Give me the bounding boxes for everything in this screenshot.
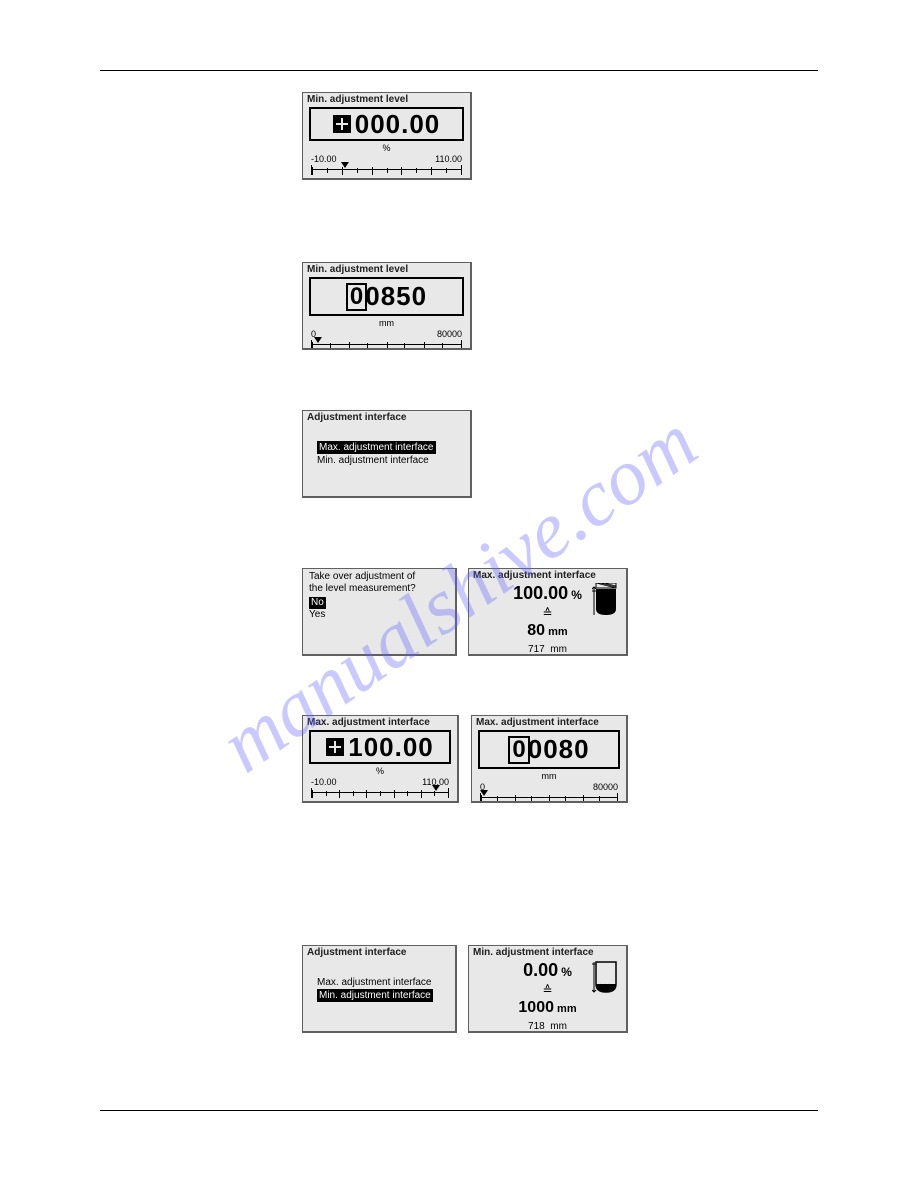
value-box: 100.00 bbox=[309, 730, 451, 764]
scale: -10.00 110.00 bbox=[311, 154, 462, 175]
mm-unit: mm bbox=[557, 1003, 577, 1015]
scale: 0 80000 bbox=[311, 329, 462, 350]
value-box: 000.00 bbox=[309, 107, 464, 141]
menu-option-min[interactable]: Min. adjustment interface bbox=[317, 989, 433, 1002]
scale-marker bbox=[432, 785, 440, 791]
scale-max: 80000 bbox=[437, 329, 462, 339]
screen-takeover-dialog: Take over adjustment of the level measur… bbox=[302, 568, 457, 656]
screen-title: Adjustment interface bbox=[303, 946, 455, 958]
dialog-line2: the level measurement? bbox=[309, 583, 449, 595]
screen-max-adj-interface-mm: Max. adjustment interface 00080 mm 0 800… bbox=[471, 715, 628, 803]
footer-unit: mm bbox=[550, 1021, 567, 1032]
value-text: 000.00 bbox=[355, 109, 441, 139]
scale-min: -10.00 bbox=[311, 154, 337, 164]
screen-title: Min. adjustment interface bbox=[469, 946, 626, 958]
scale-min: -10.00 bbox=[311, 777, 337, 787]
plus-icon bbox=[333, 115, 351, 133]
scale-marker bbox=[314, 337, 322, 343]
screen-max-adj-interface-pct: Max. adjustment interface 100.00 % -10.0… bbox=[302, 715, 459, 803]
screen-min-adj-level-mm: Min. adjustment level 00850 mm 0 80000 bbox=[302, 262, 472, 350]
scale: -10.00 110.00 bbox=[311, 777, 449, 798]
pct-unit: % bbox=[561, 965, 572, 979]
dialog-line1: Take over adjustment of bbox=[309, 571, 449, 583]
screen-title: Min. adjustment level bbox=[303, 263, 470, 275]
rest-digits: 0850 bbox=[365, 281, 427, 311]
mm-value: 80 bbox=[527, 622, 545, 639]
pct-value: 100.00 bbox=[513, 583, 568, 603]
option-yes[interactable]: Yes bbox=[309, 609, 325, 620]
footer-value: 717 bbox=[528, 644, 545, 655]
unit-label: % bbox=[303, 766, 457, 776]
screen-title: Max. adjustment interface bbox=[472, 716, 626, 728]
bottom-rule bbox=[100, 1110, 818, 1111]
screen-title: Adjustment interface bbox=[303, 411, 470, 423]
mm-unit: mm bbox=[548, 626, 568, 638]
equiv-icon: ≙ bbox=[543, 983, 553, 997]
unit-label: % bbox=[303, 143, 470, 153]
screen-adj-interface-menu-min: Adjustment interface Max. adjustment int… bbox=[302, 945, 457, 1033]
plus-icon bbox=[326, 738, 344, 756]
screen-min-adj-interface-summary: Min. adjustment interface 0.00 % ≙ 1000 … bbox=[468, 945, 628, 1033]
scale-marker bbox=[480, 790, 488, 796]
pct-value: 0.00 bbox=[523, 960, 558, 980]
unit-label: mm bbox=[472, 771, 626, 781]
top-rule bbox=[100, 70, 818, 71]
screen-title: Min. adjustment level bbox=[303, 93, 470, 105]
screen-title: Max. adjustment interface bbox=[469, 569, 626, 581]
option-no[interactable]: No bbox=[309, 597, 326, 609]
first-digit: 0 bbox=[508, 736, 529, 764]
scale-max: 80000 bbox=[593, 782, 618, 792]
menu-option-min[interactable]: Min. adjustment interface bbox=[317, 455, 429, 466]
footer-unit: mm bbox=[550, 644, 567, 655]
menu-option-max[interactable]: Max. adjustment interface bbox=[317, 441, 436, 454]
rest-digits: 0080 bbox=[528, 734, 590, 764]
screen-title: Max. adjustment interface bbox=[303, 716, 457, 728]
scale-marker bbox=[341, 162, 349, 168]
footer-value: 718 bbox=[528, 1021, 545, 1032]
tank-empty-icon bbox=[592, 960, 620, 994]
screen-max-adj-interface-summary: Max. adjustment interface 100.00 % ≙ 80 … bbox=[468, 568, 628, 656]
mm-value: 1000 bbox=[518, 999, 554, 1016]
value-text: 100.00 bbox=[348, 732, 434, 762]
scale-max: 110.00 bbox=[435, 154, 462, 164]
screen-min-adj-level-pct: Min. adjustment level 000.00 % -10.00 11… bbox=[302, 92, 472, 180]
equiv-icon: ≙ bbox=[543, 606, 553, 620]
screen-adj-interface-menu-max: Adjustment interface Max. adjustment int… bbox=[302, 410, 472, 498]
scale: 0 80000 bbox=[480, 782, 618, 803]
value-box: 00850 bbox=[309, 277, 464, 316]
unit-label: mm bbox=[303, 318, 470, 328]
tank-full-icon bbox=[592, 583, 620, 617]
menu-option-max[interactable]: Max. adjustment interface bbox=[317, 977, 432, 988]
pct-unit: % bbox=[571, 588, 582, 602]
value-box: 00080 bbox=[478, 730, 620, 769]
